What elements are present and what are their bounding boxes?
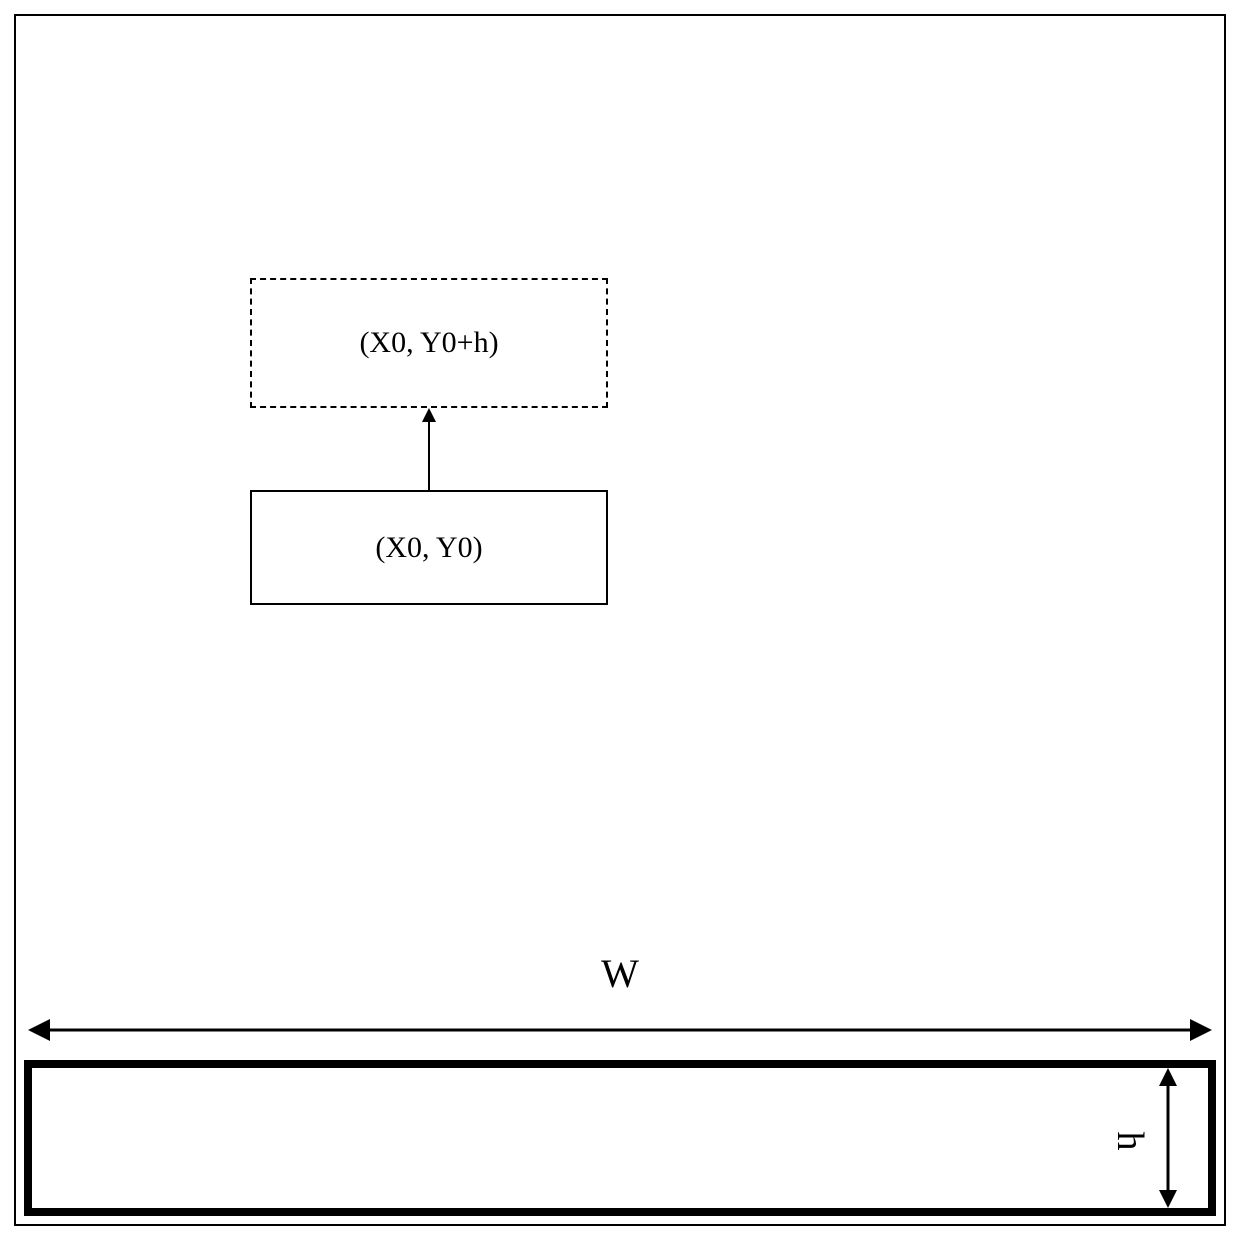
- dashed-box-label: (X0, Y0+h): [359, 326, 498, 360]
- outer-frame: [14, 14, 1226, 1226]
- width-label: W: [590, 950, 650, 997]
- diagram-canvas: (X0, Y0+h) (X0, Y0) W h: [0, 0, 1240, 1240]
- solid-box: (X0, Y0): [250, 490, 608, 605]
- solid-box-label: (X0, Y0): [375, 531, 482, 565]
- height-label: h: [1108, 1121, 1152, 1161]
- thick-rectangle: [24, 1060, 1216, 1216]
- dashed-box: (X0, Y0+h): [250, 278, 608, 408]
